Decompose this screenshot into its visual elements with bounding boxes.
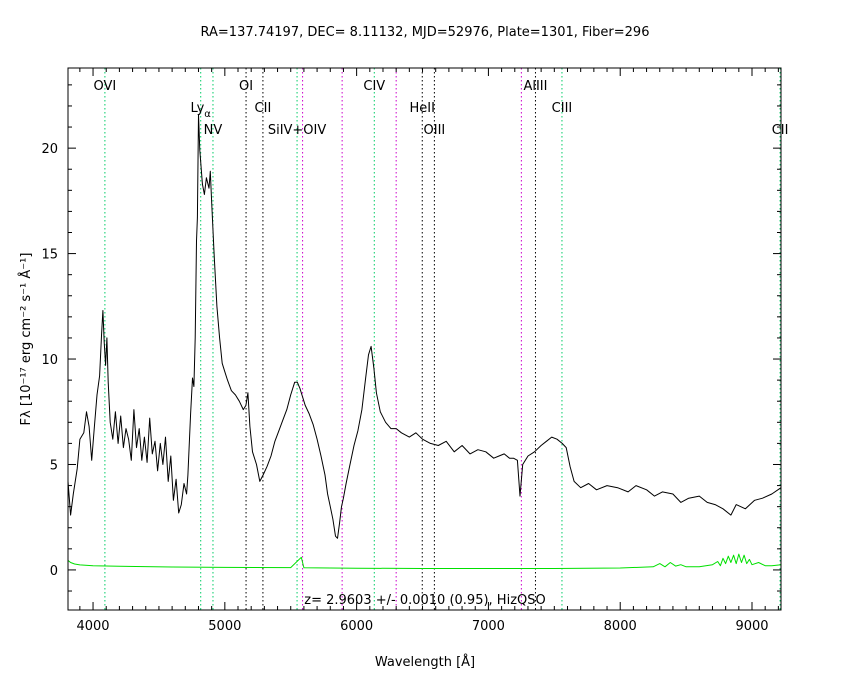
line-label: OVI [94,79,117,94]
x-tick-label: 8000 [604,619,637,634]
y-tick-label: 20 [41,142,58,157]
x-tick-label: 4000 [76,619,109,634]
line-label: OI [239,79,253,94]
x-tick-label: 6000 [340,619,373,634]
y-tick-label: 15 [41,248,58,263]
y-tick-label: 5 [50,458,58,473]
series-layer [67,113,782,569]
plot-frame [67,67,782,611]
x-tick-label: 5000 [208,619,241,634]
line-label: CIV [363,79,385,94]
emission-line-markers: OVILyαNVOICIISiIV+OIVCIVHeIIOIIIAlIIICII… [94,68,789,610]
y-tick-label: 0 [50,564,58,579]
redshift-annotation: z= 2.9603 +/- 0.0010 (0.95), HizQSO [304,593,545,608]
line-label: Lyα [191,101,212,120]
x-axis-label: Wavelength [Å] [375,654,475,670]
y-tick-label: 10 [41,353,58,368]
line-label: CII [255,101,272,116]
line-label: OIII [424,123,446,138]
error-line [67,553,782,569]
line-label: NV [204,123,223,138]
flux-line [67,113,782,539]
axis-ticks: 4000 5000 6000 7000 8000 9000 0 5 10 15 20 [41,68,781,634]
chart-title: RA=137.74197, DEC= 8.11132, MJD=52976, P… [201,25,650,40]
x-tick-label: 9000 [735,619,768,634]
line-label: SiIV+OIV [268,123,327,138]
line-label: AlIII [523,79,547,94]
y-axis-label: Fλ [10⁻¹⁷ erg cm⁻² s⁻¹ Å⁻¹] [18,253,34,426]
x-tick-label: 7000 [472,619,505,634]
line-label: HeII [410,101,435,116]
line-label: CIII [552,101,573,116]
line-label: CII [772,123,789,138]
